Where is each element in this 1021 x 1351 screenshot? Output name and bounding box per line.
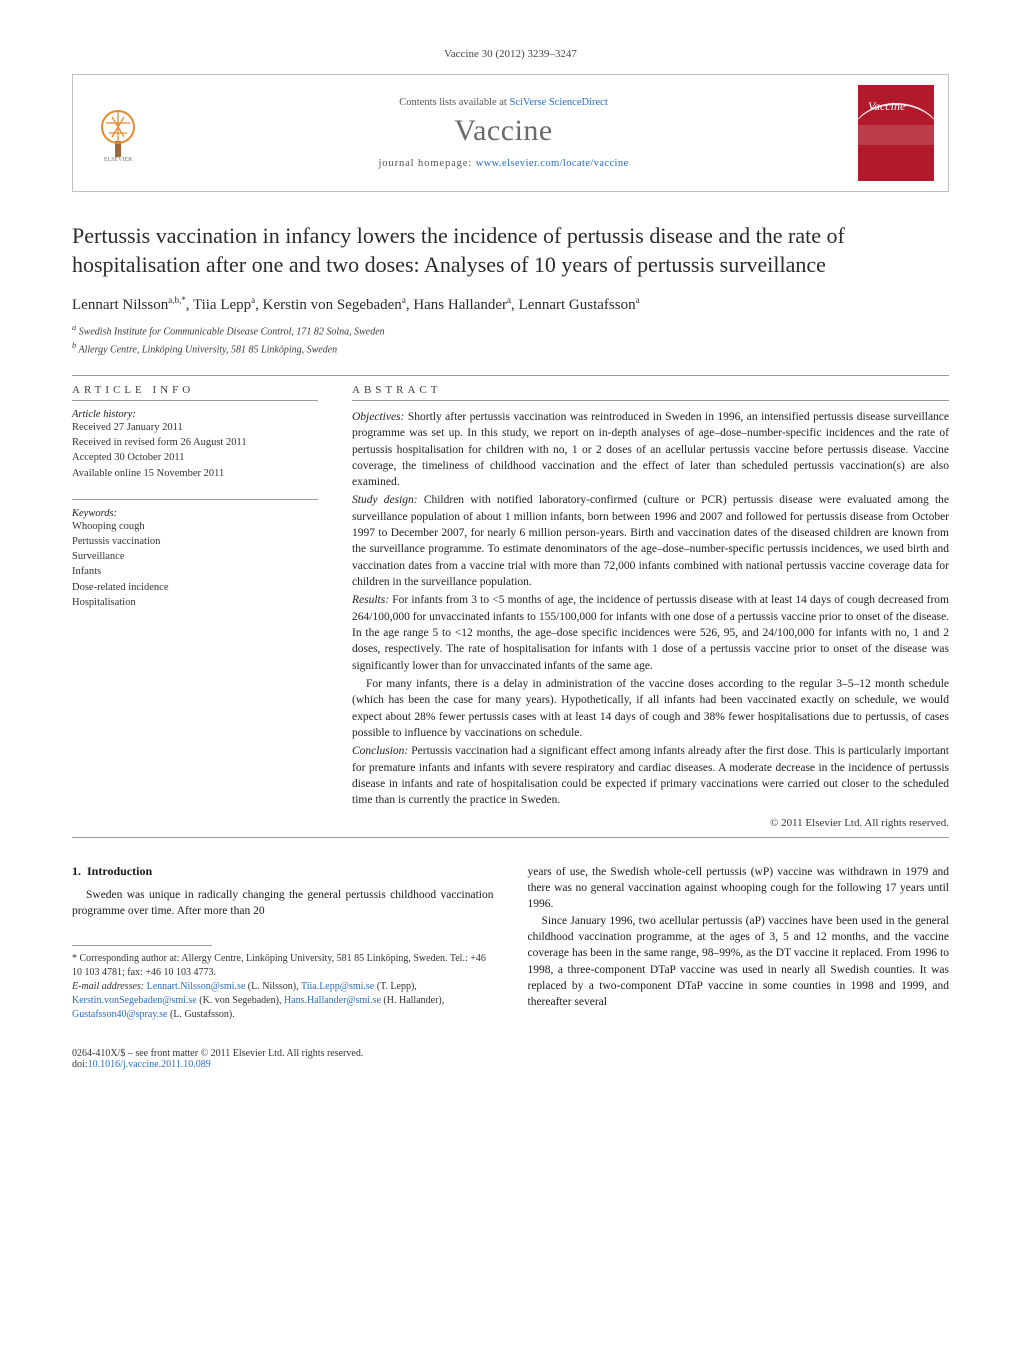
section-title: Introduction (87, 864, 152, 878)
journal-cover-thumb: Vaccine (858, 85, 934, 181)
contents-prefix: Contents lists available at (399, 97, 509, 108)
footline-copyright: 0264-410X/$ – see front matter © 2011 El… (72, 1048, 363, 1059)
results-text-1: For infants from 3 to <5 months of age, … (352, 594, 949, 671)
journal-homepage-link[interactable]: www.elsevier.com/locate/vaccine (476, 158, 629, 169)
email-link[interactable]: Kerstin.vonSegebaden@smi.se (72, 995, 197, 1006)
objectives-text: Shortly after pertussis vaccination was … (352, 411, 949, 488)
contents-line: Contents lists available at SciVerse Sci… (159, 97, 848, 108)
rule-top (72, 375, 949, 376)
keyword-item: Dose-related incidence (72, 580, 318, 595)
body-columns: 1. Introduction Sweden was unique in rad… (72, 864, 949, 1023)
results-label: Results: (352, 594, 389, 606)
keyword-item: Pertussis vaccination (72, 534, 318, 549)
conclusion-text: Pertussis vaccination had a significant … (352, 745, 949, 806)
keyword-item: Whooping cough (72, 519, 318, 534)
email-link[interactable]: Lennart.Nilsson@smi.se (147, 981, 246, 992)
elsevier-tree-icon: ELSEVIER (92, 103, 144, 163)
history-item: Received in revised form 26 August 2011 (72, 435, 318, 450)
publisher-label: ELSEVIER (104, 157, 132, 163)
footline-left: 0264-410X/$ – see front matter © 2011 El… (72, 1048, 363, 1070)
abstract-column: ABSTRACT Objectives: Shortly after pertu… (352, 384, 949, 829)
running-head: Vaccine 30 (2012) 3239–3247 (72, 48, 949, 60)
corresponding-author: * Corresponding author at: Allergy Centr… (72, 952, 494, 980)
abstract-rule (352, 400, 949, 401)
info-rule (72, 400, 318, 401)
footline: 0264-410X/$ – see front matter © 2011 El… (72, 1048, 949, 1070)
article-info-header: ARTICLE INFO (72, 384, 318, 396)
abstract-body: Objectives: Shortly after pertussis vacc… (352, 409, 949, 809)
conclusion-label: Conclusion: (352, 745, 408, 757)
affiliations: a Swedish Institute for Communicable Dis… (72, 322, 949, 357)
article-info-column: ARTICLE INFO Article history: Received 2… (72, 384, 318, 829)
page: Vaccine 30 (2012) 3239–3247 ELSEVIER Con… (0, 0, 1021, 1110)
cover-title: Vaccine (868, 99, 905, 114)
keywords-list: Whooping coughPertussis vaccinationSurve… (72, 519, 318, 610)
design-text: Children with notified laboratory-confir… (352, 494, 949, 588)
journal-name: Vaccine (159, 114, 848, 148)
email-link[interactable]: Hans.Hallander@smi.se (284, 995, 381, 1006)
keyword-item: Infants (72, 564, 318, 579)
design-label: Study design: (352, 494, 418, 506)
body-col-left: 1. Introduction Sweden was unique in rad… (72, 864, 494, 1023)
history-item: Received 27 January 2011 (72, 420, 318, 435)
abstract-header: ABSTRACT (352, 384, 949, 396)
kw-rule (72, 499, 318, 500)
section-number: 1. (72, 864, 81, 878)
keyword-item: Surveillance (72, 549, 318, 564)
keywords-label: Keywords: (72, 508, 318, 519)
emails-block: E-mail addresses: Lennart.Nilsson@smi.se… (72, 980, 494, 1022)
rule-bottom (72, 837, 949, 838)
section-heading: 1. Introduction (72, 864, 494, 879)
info-abstract-row: ARTICLE INFO Article history: Received 2… (72, 384, 949, 829)
objectives-label: Objectives: (352, 411, 404, 423)
footnotes: * Corresponding author at: Allergy Centr… (72, 952, 494, 1022)
masthead-center: Contents lists available at SciVerse Sci… (149, 97, 858, 169)
intro-col1-p1: Sweden was unique in radically changing … (72, 887, 494, 920)
homepage-line: journal homepage: www.elsevier.com/locat… (159, 158, 848, 169)
abstract-copyright: © 2011 Elsevier Ltd. All rights reserved… (352, 817, 949, 829)
doi-prefix: doi: (72, 1059, 88, 1070)
history-label: Article history: (72, 409, 318, 420)
homepage-prefix: journal homepage: (378, 158, 475, 169)
history-item: Accepted 30 October 2011 (72, 450, 318, 465)
sciencedirect-link[interactable]: SciVerse ScienceDirect (509, 97, 607, 108)
body-col-right: years of use, the Swedish whole-cell per… (528, 864, 950, 1023)
history-item: Available online 15 November 2011 (72, 466, 318, 481)
results-text-2: For many infants, there is a delay in ad… (352, 678, 949, 739)
masthead: ELSEVIER Contents lists available at Sci… (72, 74, 949, 192)
footnote-rule (72, 945, 212, 946)
article-title: Pertussis vaccination in infancy lowers … (72, 222, 949, 279)
keyword-item: Hospitalisation (72, 595, 318, 610)
email-link[interactable]: Gustafsson40@spray.se (72, 1009, 168, 1020)
history-list: Received 27 January 2011Received in revi… (72, 420, 318, 481)
doi-link[interactable]: 10.1016/j.vaccine.2011.10.089 (88, 1059, 211, 1070)
publisher-logo: ELSEVIER (87, 97, 149, 169)
intro-col2-p2: Since January 1996, two acellular pertus… (528, 913, 950, 1011)
intro-col2-p1: years of use, the Swedish whole-cell per… (528, 864, 950, 913)
authors: Lennart Nilssona,b,*, Tiia Leppa, Kersti… (72, 295, 949, 314)
email-link[interactable]: Tiia.Lepp@smi.se (301, 981, 374, 992)
